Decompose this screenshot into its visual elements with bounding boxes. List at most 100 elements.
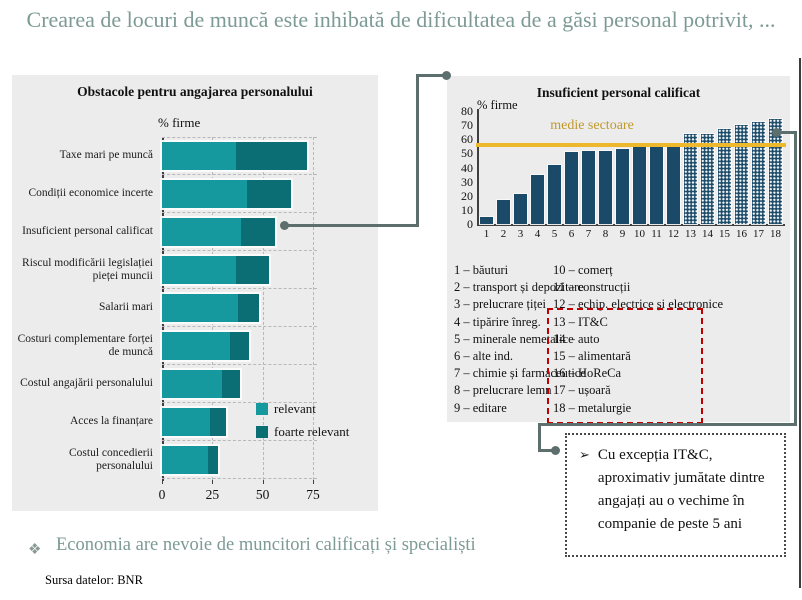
sector-bar bbox=[633, 146, 646, 224]
x-tick-label: 9 bbox=[619, 228, 626, 240]
diamond-bullet-icon: ❖ bbox=[28, 542, 42, 558]
sector-bar bbox=[514, 194, 527, 224]
sector-bar bbox=[531, 174, 544, 224]
bar-segment-foarte-relevant bbox=[210, 407, 227, 436]
x-tick-label: 25 bbox=[205, 487, 220, 502]
right-chart-x-tick-labels: 1 2 3 4 5 6 7 8 9 10 11 12 13 14 15 16 17 18 bbox=[480, 228, 786, 240]
sector-legend-entry: 4 – tipărire înreg. bbox=[454, 314, 541, 329]
bar-segment-relevant bbox=[162, 255, 237, 284]
obstacle-label: Taxe mari pe muncă bbox=[59, 149, 153, 162]
sector-legend-entry: 6 – alte ind. bbox=[454, 349, 514, 364]
y-tick-label: 0 bbox=[467, 217, 473, 231]
sector-bar bbox=[718, 129, 731, 224]
connector2-segment bbox=[794, 131, 797, 426]
y-tick-label: 60 bbox=[461, 132, 473, 147]
obstacle-label: Costuri complementare forței de muncă bbox=[17, 332, 153, 359]
y-tick-label: 30 bbox=[461, 174, 473, 189]
left-chart-unit-label: % firme bbox=[158, 115, 201, 130]
bar-segment-foarte-relevant bbox=[236, 142, 307, 170]
right-chart-x-axis bbox=[477, 224, 785, 226]
connector1-segment bbox=[416, 74, 445, 77]
data-source: Sursa datelor: BNR bbox=[45, 573, 143, 587]
sector-bar bbox=[497, 200, 510, 224]
sector-legend-entry: 9 – editare bbox=[454, 400, 507, 415]
bar-segment-relevant bbox=[162, 407, 211, 436]
obstacle-row: Salarii mari bbox=[12, 289, 317, 327]
sector-legend-entry: 2 – transport și depozitare bbox=[454, 280, 584, 295]
sector-legend-entry: 13 – IT&C bbox=[553, 314, 608, 329]
x-tick-label: 5 bbox=[551, 228, 558, 240]
obstacle-row: Costul angajării personalului bbox=[12, 365, 317, 403]
sector-legend-entry: 17 – ușoară bbox=[553, 383, 611, 398]
bar-segment-relevant bbox=[162, 445, 209, 474]
stacked-bar bbox=[162, 179, 291, 208]
sector-legend-entry: 15 – alimentară bbox=[553, 349, 631, 364]
bar-segment-relevant bbox=[162, 369, 223, 398]
sector-legend-entry: 3 – prelucrare țiței bbox=[454, 297, 546, 312]
obstacle-row: Taxe mari pe muncă bbox=[12, 137, 317, 175]
obstacle-row: Acces la finanțare bbox=[12, 403, 317, 441]
right-chart-title: Insuficient personal calificat bbox=[536, 85, 701, 100]
obstacle-label: Riscul modificării legislației pieței mu… bbox=[22, 256, 153, 283]
foarte-relevant-swatch bbox=[256, 426, 268, 438]
stacked-bar bbox=[162, 407, 227, 436]
stacked-bar bbox=[162, 445, 219, 474]
x-tick-label: 18 bbox=[770, 228, 781, 240]
obstacle-label: Costul concedierii personalului bbox=[69, 446, 153, 473]
callout-box: ➢ Cu excepția IT&C, aproximativ jumătate… bbox=[565, 433, 786, 557]
legend-item: relevant bbox=[256, 401, 349, 417]
sector-bar bbox=[752, 122, 765, 224]
y-tick-label: 50 bbox=[461, 146, 473, 161]
gridline bbox=[262, 137, 265, 480]
obstacle-label: Salarii mari bbox=[99, 301, 153, 314]
connector2-segment bbox=[779, 131, 797, 134]
bar-segment-foarte-relevant bbox=[246, 179, 291, 208]
x-tick-label: 0 bbox=[158, 487, 166, 502]
bar-segment-relevant bbox=[162, 142, 237, 170]
bar-segment-foarte-relevant bbox=[240, 217, 275, 246]
left-chart-panel: Obstacole pentru angajarea personalului … bbox=[12, 75, 378, 511]
highlighted-sectors-box bbox=[547, 308, 703, 424]
sector-bar bbox=[616, 149, 629, 224]
x-tick-label: 10 bbox=[634, 228, 645, 240]
connector2-segment bbox=[538, 423, 797, 426]
obstacle-label: Condiții economice incerte bbox=[28, 187, 153, 200]
bar-segment-foarte-relevant bbox=[208, 445, 219, 474]
relevant-swatch bbox=[256, 403, 268, 415]
sector-bar bbox=[735, 125, 748, 224]
left-chart-legend: relevant foarte relevant bbox=[256, 401, 349, 447]
axis-tick bbox=[212, 480, 214, 484]
sector-bar bbox=[650, 146, 663, 224]
bar-segment-relevant bbox=[162, 179, 247, 208]
axis-tick bbox=[312, 480, 314, 484]
legend-item: foarte relevant bbox=[256, 424, 349, 440]
gridline bbox=[312, 137, 315, 480]
sector-legend-entry: 5 – minerale nemetalice bbox=[454, 331, 574, 346]
legend-label: foarte relevant bbox=[274, 424, 350, 439]
left-chart-rows: Taxe mari pe muncă Condiții economice inc… bbox=[12, 137, 317, 479]
y-tick-label: 20 bbox=[461, 188, 473, 203]
bar-segment-relevant bbox=[162, 217, 241, 246]
x-tick-label: 13 bbox=[685, 228, 696, 240]
connector2-segment bbox=[538, 423, 541, 452]
x-tick-label: 12 bbox=[668, 228, 679, 240]
sector-legend-entry: 8 – prelucrare lemn bbox=[454, 383, 552, 398]
obstacle-label: Acces la finanțare bbox=[69, 415, 153, 428]
x-tick-label: 15 bbox=[719, 228, 730, 240]
sector-legend-column-1: 1 – băuturi 2 – transport și depozitare 3 … bbox=[454, 262, 586, 417]
bar-segment-relevant bbox=[162, 331, 231, 360]
sector-legend-entry: 11 – construcții bbox=[553, 280, 631, 295]
x-tick-label: 16 bbox=[736, 228, 747, 240]
x-tick-label: 6 bbox=[568, 228, 575, 240]
bar-segment-foarte-relevant bbox=[222, 369, 241, 398]
bar-segment-foarte-relevant bbox=[238, 293, 259, 322]
bar-segment-foarte-relevant bbox=[236, 255, 269, 284]
sector-bar bbox=[667, 144, 680, 224]
x-tick-label: 4 bbox=[534, 228, 541, 240]
x-tick-label: 75 bbox=[306, 487, 320, 502]
right-chart-y-axis bbox=[477, 109, 479, 225]
right-chart-unit-label: % firme bbox=[477, 98, 518, 112]
x-tick-label: 17 bbox=[753, 228, 764, 240]
slide-title: Crearea de locuri de muncă este inhibată… bbox=[26, 7, 776, 32]
